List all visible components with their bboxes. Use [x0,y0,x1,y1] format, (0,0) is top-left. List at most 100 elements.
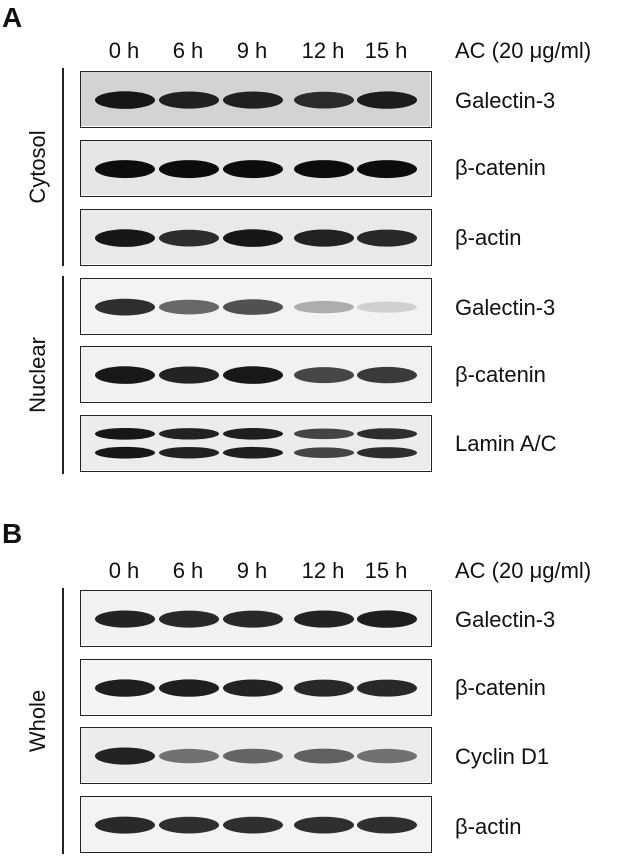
panel-b-letter: B [2,518,23,549]
blot-cytosol-galectin3 [80,71,432,128]
band [223,366,283,384]
band [294,428,354,440]
blot-background [81,416,430,470]
blot-image [81,141,430,195]
lane-label: 15 h [364,558,408,583]
band [357,428,417,440]
band [159,748,219,764]
band [95,366,155,384]
lane-label: 6 h [172,38,204,63]
band [294,816,354,834]
blot-whole-cyclin-d1 [80,727,432,784]
protein-label: Cyclin D1 [455,744,550,769]
band [159,299,219,315]
band [159,446,219,459]
whole-label: Whole [25,689,50,753]
protein-label: Galectin-3 [455,295,556,320]
band [223,229,283,247]
lane-label: 0 h [108,38,140,63]
band [95,91,155,109]
band [357,366,417,384]
band [95,229,155,247]
blot-cytosol-beta-actin [80,209,432,266]
band [357,160,417,179]
band [159,91,219,109]
protein-label: Lamin A/C [455,431,557,456]
blot-image [81,728,430,782]
band [357,748,417,764]
blot-whole-beta-catenin [80,659,432,716]
blot-whole-galectin3 [80,590,432,647]
blot-image [81,72,430,126]
band [294,300,354,314]
nuclear-label: Nuclear [25,337,50,413]
band [159,366,219,384]
whole-bracket [62,588,64,854]
lane-label: 12 h [301,38,345,63]
band [223,446,283,459]
band [223,428,283,440]
band [159,679,219,697]
lane-label: 15 h [364,38,408,63]
blot-image [81,210,430,264]
band [357,229,417,247]
blot-nuclear-beta-catenin [80,346,432,403]
protein-label: β-actin [455,814,522,839]
lane-label: 0 h [108,558,140,583]
protein-label: β-catenin [455,155,546,180]
lane-label: 12 h [301,558,345,583]
band [223,160,283,179]
band [95,446,155,459]
band [159,610,219,628]
band [95,427,155,440]
band [223,679,283,697]
band [95,610,155,628]
band [223,610,283,628]
treatment-label: AC (20 μg/ml) [455,38,592,63]
treatment-label: AC (20 μg/ml) [455,558,592,583]
band [357,91,417,109]
band [223,816,283,834]
blot-image [81,660,430,714]
blot-image [81,416,430,470]
band [294,748,354,764]
band [223,748,283,764]
blot-image [81,797,430,851]
band [294,91,354,109]
band [294,447,354,459]
band [159,160,219,179]
band [357,816,417,834]
band [159,428,219,440]
band [294,679,354,697]
band [294,610,354,628]
protein-label: Galectin-3 [455,88,556,113]
nuclear-bracket [62,276,64,474]
cytosol-label: Cytosol [25,130,50,204]
band [223,299,283,315]
band [357,301,417,313]
blot-nuclear-lamin-ac [80,415,432,472]
band [95,679,155,697]
band [294,229,354,247]
protein-label: β-catenin [455,362,546,387]
band [294,160,354,179]
protein-label: Galectin-3 [455,607,556,632]
protein-label: β-actin [455,225,522,250]
blot-nuclear-galectin3 [80,278,432,335]
band [223,91,283,109]
blot-image [81,279,430,333]
band [95,747,155,765]
band [159,816,219,834]
protein-label: β-catenin [455,675,546,700]
cytosol-bracket [62,68,64,266]
blot-image [81,347,430,401]
blot-cytosol-beta-catenin [80,140,432,197]
band [357,679,417,697]
lane-label: 6 h [172,558,204,583]
band [357,447,417,459]
band [95,816,155,834]
blot-whole-beta-actin [80,796,432,853]
band [294,367,354,384]
lane-label: 9 h [236,38,268,63]
band [95,298,155,316]
